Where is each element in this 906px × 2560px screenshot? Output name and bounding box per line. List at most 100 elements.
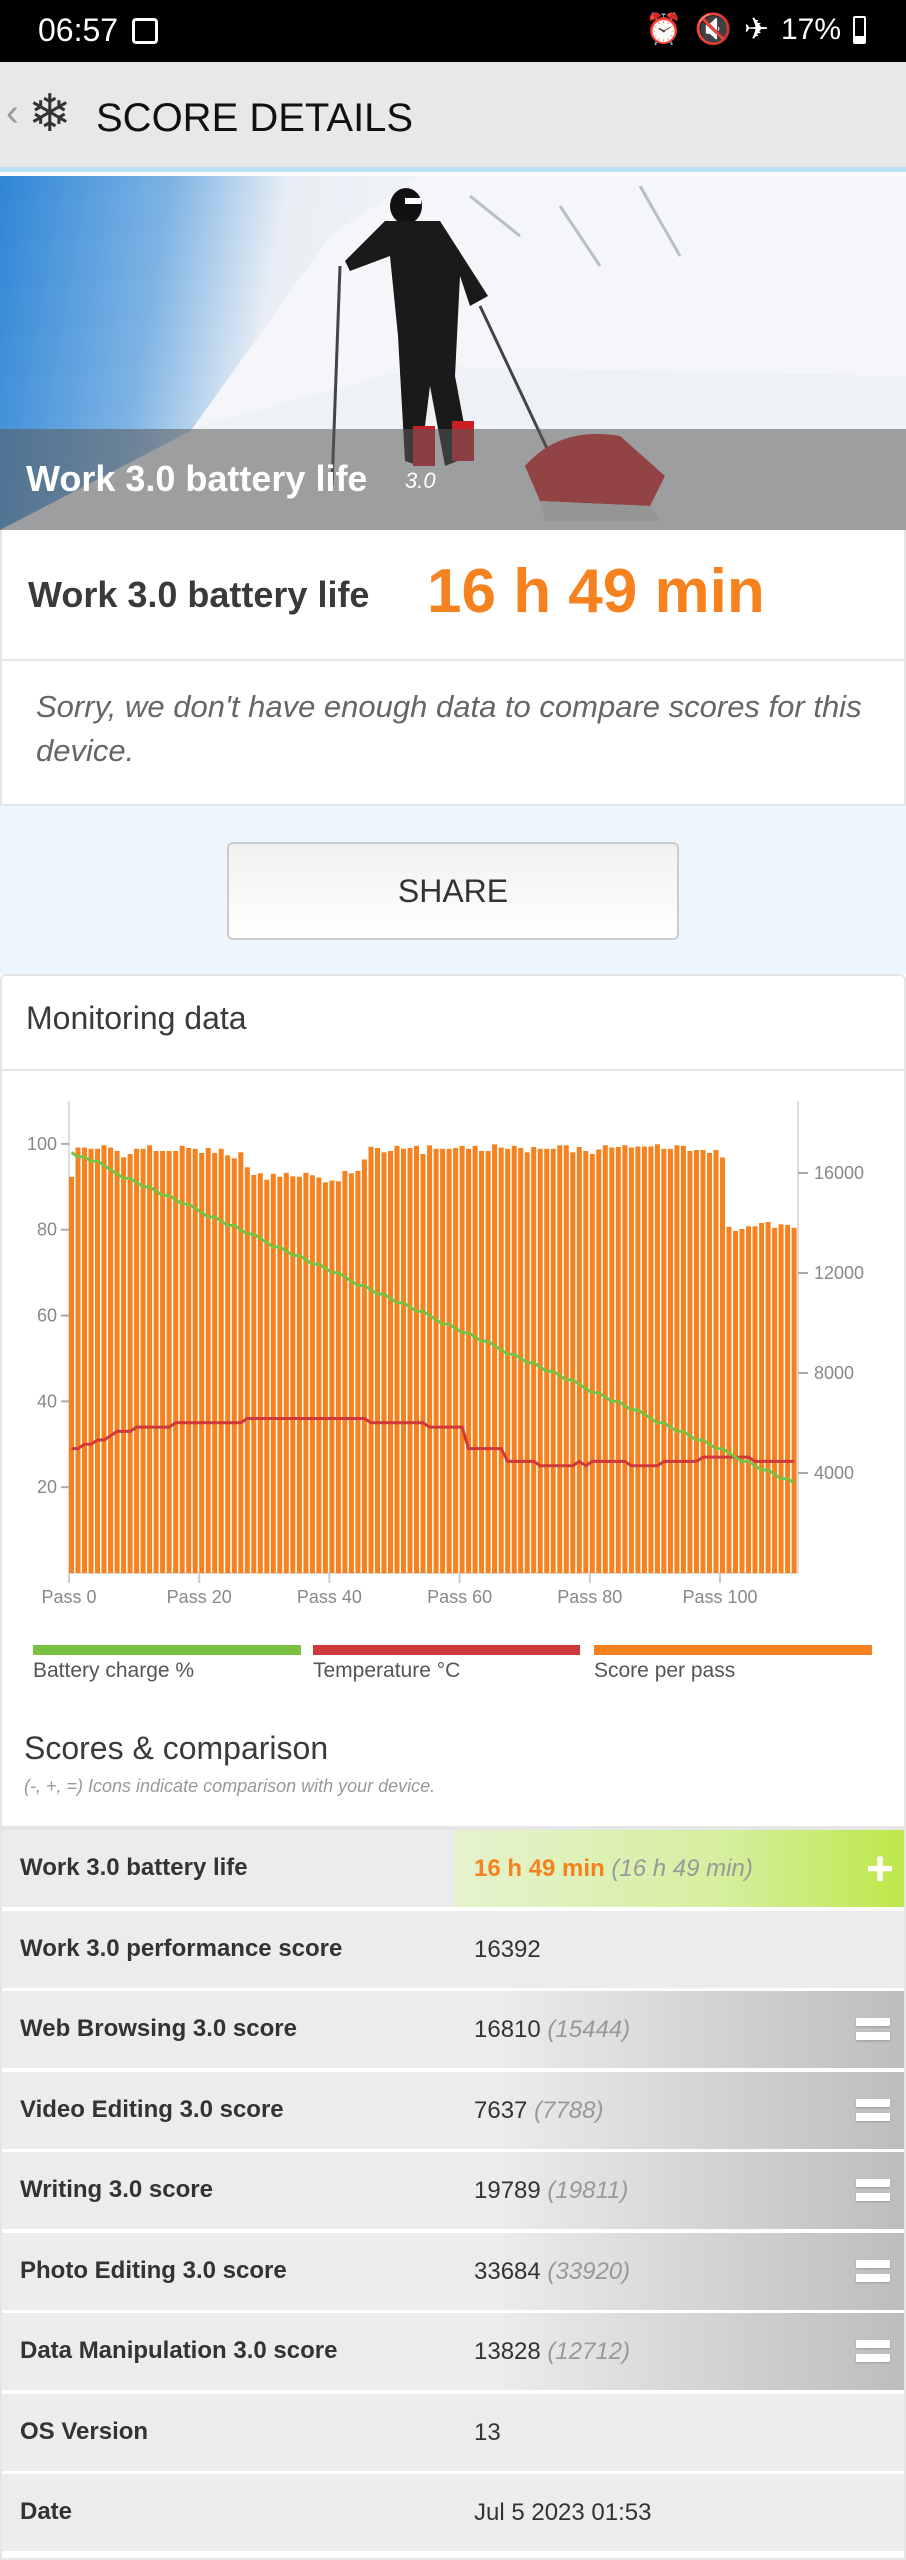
score-row-value: 16 h 49 min (16 h 49 min) [474,1855,753,1883]
score-row: Video Editing 3.0 score 7637 (7788) [2,2071,904,2149]
battery-icon [853,15,866,44]
score-bar [361,1159,367,1573]
score-bar [179,1145,185,1574]
compare-value: (16 h 49 min) [611,1855,753,1882]
compare-value: (33920) [547,2257,631,2285]
battery-percent: 17% [780,12,841,46]
score-row-value: 19789 (19811) [474,2177,628,2205]
plus-icon: + [865,1843,894,1896]
score-bar [108,1147,114,1573]
score-bar [283,1172,289,1574]
score-row-value: 33684 (33920) [474,2258,630,2286]
score-row-label: Web Browsing 3.0 score [20,2015,297,2042]
score-bar [772,1227,778,1574]
scores-subtitle: (-, +, =) Icons indicate comparison with… [24,1776,436,1796]
score-row-value-cell: Jul 5 2023 01:53 [454,2474,904,2551]
score-bar [765,1222,771,1573]
score-bar [290,1176,296,1574]
score-bar [648,1146,654,1573]
score-row: Data Manipulation 3.0 score 13828 (12712) [2,2313,904,2390]
x-tick-label: Pass 20 [167,1587,232,1607]
score-row-value-cell: 16392 [454,1911,904,1988]
score-bar [583,1151,589,1573]
right-tick-label: 16000 [814,1163,864,1183]
score-bar [661,1148,667,1574]
score-bar [667,1148,673,1574]
score-bar [153,1151,159,1573]
score-row-value-cell: 16810 (15444) [454,1991,904,2068]
score-bar [785,1225,791,1573]
score-bar [707,1153,712,1573]
score-row-label: Data Manipulation 3.0 score [20,2337,338,2364]
right-tick-label: 4000 [814,1463,854,1483]
right-tick-label: 12000 [814,1263,864,1283]
page-title: SCORE DETAILS [96,96,414,140]
score-row: Work 3.0 battery life 16 h 49 min (16 h 4… [2,1830,904,1907]
score-row-label: Video Editing 3.0 score [20,2095,284,2123]
score-bar [355,1171,361,1573]
score-bar [576,1147,582,1573]
left-tick-label: 20 [37,1477,57,1497]
monitoring-chart: 20 40 60 80 100 4000 8000 12000 16000 Pass 0 Pass … [27,1101,864,1607]
x-tick-label: Pass 60 [427,1587,492,1607]
score-bar [348,1173,354,1574]
hero-caption-band [0,429,906,530]
score-row-label: Photo Editing 3.0 score [20,2256,287,2284]
score-bar [518,1148,524,1573]
score-bar [95,1148,100,1574]
score-bar [375,1148,380,1573]
score-bar [563,1145,569,1574]
score-bar [557,1145,563,1574]
score-bar [69,1176,74,1574]
score-bar [121,1157,127,1574]
score-row: OS Version 13 [2,2393,904,2471]
score-bar [192,1148,198,1574]
temperature-line [71,1417,795,1468]
score-bar [746,1226,751,1574]
score-bar [316,1177,322,1573]
score-row-value-cell: 16 h 49 min (16 h 49 min) + [454,1830,904,1907]
legend-swatch [594,1645,872,1655]
value: 16392 [474,1935,541,1963]
legend-label: Score per pass [594,1659,736,1682]
monitoring-title: Monitoring data [26,1000,247,1036]
score-bar [544,1148,550,1574]
equal-icon [856,2259,890,2284]
score-bar [329,1180,335,1573]
airplane-icon: ✈ [743,13,769,46]
equal-icon [856,2340,890,2364]
score-bar [303,1172,309,1574]
score-bar [335,1181,341,1574]
score-bar [589,1154,595,1573]
score-row-label: Work 3.0 performance score [20,1934,343,1962]
score-bar [674,1145,680,1574]
score-bar [134,1148,140,1574]
legend-label: Temperature °C [313,1659,461,1682]
value: 16810 [474,2016,541,2043]
score-bar [296,1176,302,1574]
left-tick-label: 60 [37,1306,57,1326]
compare-value: (12712) [547,2338,631,2365]
value: 13 [474,2418,501,2446]
score-bar [453,1148,459,1573]
value: 13828 [474,2338,541,2365]
value: 33684 [474,2257,541,2285]
compare-value: (7788) [534,2096,604,2124]
score-bar [277,1176,283,1574]
score-row-value-cell: 19789 (19811) [454,2152,904,2229]
legend-temperature: Temperature °C [313,1645,580,1682]
share-button[interactable]: SHARE [227,842,679,940]
equal-icon [856,2098,890,2123]
back-chevron-icon[interactable]: ‹ [6,92,19,134]
app-header: ‹ ❄ SCORE DETAILS [0,62,906,172]
score-row: Writing 3.0 score 19789 (19811) [2,2152,904,2229]
score-bar [101,1145,107,1574]
score-bar [88,1148,94,1574]
value: 16 h 49 min [474,1855,605,1882]
mute-icon: 🔇 [694,13,732,46]
score-bar [492,1144,498,1574]
score-row: Work 3.0 performance score 16392 [2,1910,904,1988]
score-bar [186,1148,192,1573]
legend-label: Battery charge % [33,1659,195,1682]
snowflake-icon[interactable]: ❄ [28,85,72,143]
